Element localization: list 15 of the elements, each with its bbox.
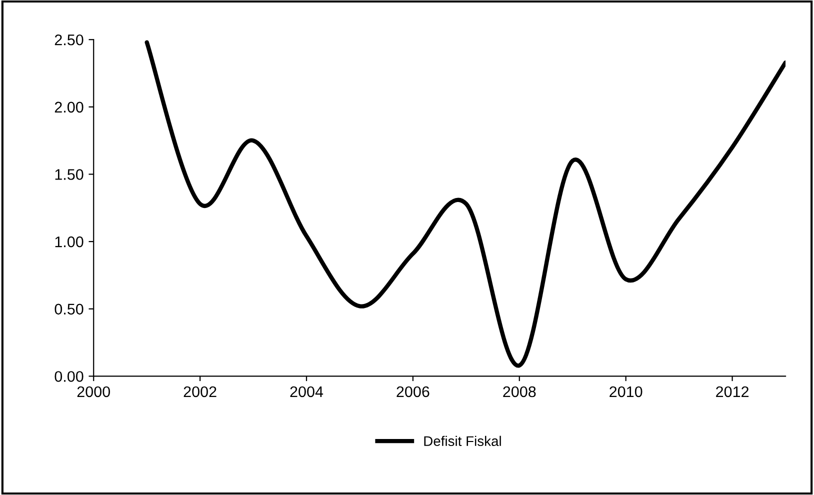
x-tick-label: 2004 bbox=[290, 386, 324, 398]
x-tick-label: 2010 bbox=[610, 386, 642, 398]
y-tick-label: 1.50 bbox=[55, 169, 84, 180]
y-tick-label: 0.00 bbox=[54, 371, 84, 382]
x-tick-label: 2006 bbox=[396, 386, 430, 398]
y-tick-label: 2.50 bbox=[54, 34, 84, 46]
x-tick-label: 2000 bbox=[77, 386, 110, 398]
y-tick-label: 1.00 bbox=[55, 236, 84, 248]
x-tick-label: 2002 bbox=[184, 386, 216, 398]
legend-label: Defisit Fiskal bbox=[424, 436, 501, 446]
line-series bbox=[144, 40, 786, 368]
y-tick-label: 2.00 bbox=[54, 102, 84, 113]
y-tick-label: 0.50 bbox=[54, 304, 84, 315]
x-tick-label: 2008 bbox=[503, 386, 536, 398]
x-tick-label: 2012 bbox=[716, 386, 749, 398]
